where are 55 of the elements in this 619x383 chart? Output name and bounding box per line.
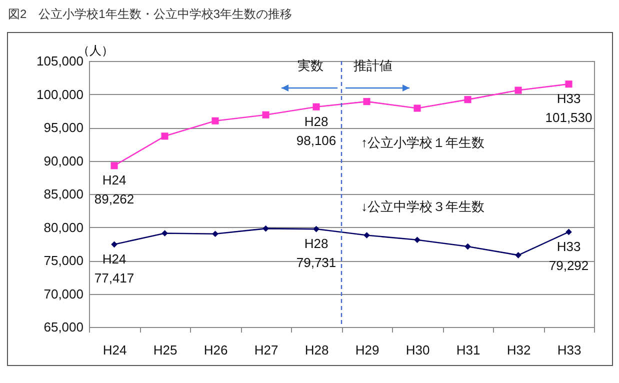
y-tick-label: 65,000	[44, 320, 84, 334]
data-label: 101,530	[545, 110, 592, 126]
point	[313, 226, 320, 232]
text: H28	[304, 114, 328, 129]
y-tick-label: 70,000	[44, 286, 84, 302]
x-tick-label: H24	[102, 342, 127, 358]
point	[514, 86, 522, 94]
x-tick-label: H30	[406, 342, 430, 358]
x-tick-label: H25	[153, 342, 178, 358]
data-label: 79,731	[296, 255, 336, 270]
y-tick-label: 95,000	[44, 120, 84, 135]
y-tick-label: 80,000	[44, 220, 84, 235]
x-tick-label: H28	[304, 342, 329, 358]
point	[162, 230, 168, 236]
x-tick-label: H32	[506, 342, 531, 358]
y-tick-label: 90,000	[44, 153, 84, 168]
annotation: 推計値	[354, 58, 392, 73]
point	[414, 104, 421, 112]
series-label: ↓公立中学校３年生数	[361, 199, 484, 214]
point	[414, 236, 420, 244]
x-tick-label: H33	[557, 342, 582, 358]
point	[312, 103, 320, 110]
category-label: H24	[102, 172, 126, 188]
y-tick-label: 85,000	[44, 186, 84, 202]
x-tick-label: H29	[355, 342, 380, 358]
point	[515, 252, 522, 258]
point	[363, 98, 370, 106]
y-tick-label: 100,000	[36, 86, 84, 102]
category-label: H24	[102, 251, 126, 266]
point	[262, 225, 269, 232]
data-label: 79,292	[548, 258, 589, 273]
category-label: H28	[304, 236, 328, 252]
x-tick-label: H26	[204, 342, 228, 358]
data-label: 89,262	[94, 192, 134, 207]
category-label: H33	[556, 91, 581, 106]
category-label: H33	[556, 238, 581, 254]
point	[111, 241, 118, 248]
point	[566, 228, 572, 236]
x-tick-label: H27	[254, 342, 278, 358]
point	[110, 162, 118, 170]
y-tick-label: 75,000	[44, 253, 84, 268]
annotation: 実数	[298, 58, 324, 73]
point	[565, 80, 572, 88]
data-label: 77,417	[94, 270, 134, 286]
point	[212, 117, 219, 124]
text: ↑公立小学校１年生数	[361, 135, 484, 150]
data-label: 98,106	[296, 132, 336, 148]
point	[464, 96, 472, 104]
point	[161, 132, 168, 140]
point	[262, 111, 270, 118]
point	[364, 232, 370, 238]
point	[464, 243, 471, 250]
chart-title: 図2 公立小学校1年生数・公立中学校3年生数の推移	[8, 6, 292, 23]
x-tick-label: H31	[456, 342, 480, 358]
point	[212, 230, 218, 238]
